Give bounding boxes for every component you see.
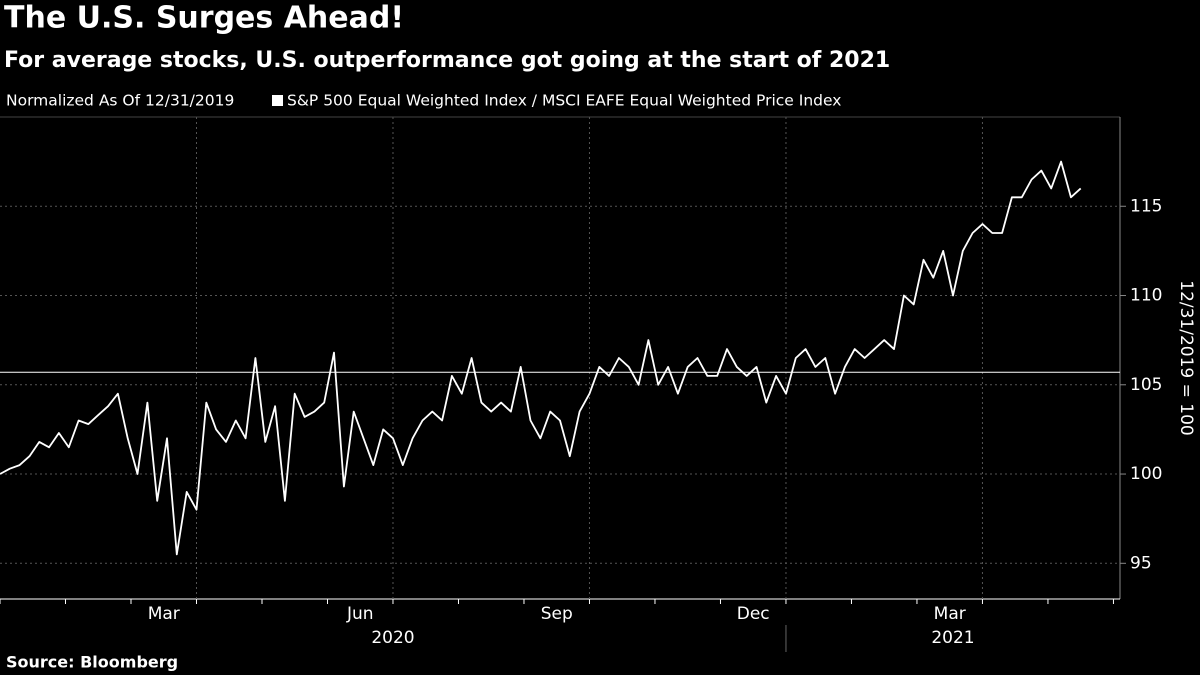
x-tick-label: Dec <box>737 604 770 624</box>
legend-label: S&P 500 Equal Weighted Index / MSCI EAFE… <box>287 92 841 110</box>
data-line <box>0 160 1082 556</box>
chart-subtitle: For average stocks, U.S. outperformance … <box>4 48 890 73</box>
y-tick-label: 115 <box>1130 196 1162 216</box>
x-tick-label: Sep <box>541 604 573 624</box>
source: Source: Bloomberg <box>6 653 178 672</box>
x-tick-label: Jun <box>346 604 374 624</box>
legend-swatch <box>272 95 283 106</box>
y-tick-label: 105 <box>1130 375 1162 395</box>
x-tick-label: Mar <box>148 604 180 624</box>
year-label: 2020 <box>371 628 414 648</box>
y-axis-label: 12/31/2019 = 100 <box>1176 280 1196 435</box>
year-label: 2021 <box>931 628 974 648</box>
chart-title: The U.S. Surges Ahead! <box>4 1 404 36</box>
note: Normalized As Of 12/31/2019 <box>6 92 234 110</box>
y-tick-label: 95 <box>1130 553 1152 573</box>
y-tick-label: 100 <box>1130 464 1162 484</box>
y-tick-label: 110 <box>1130 286 1162 306</box>
x-tick-label: Mar <box>934 604 966 624</box>
